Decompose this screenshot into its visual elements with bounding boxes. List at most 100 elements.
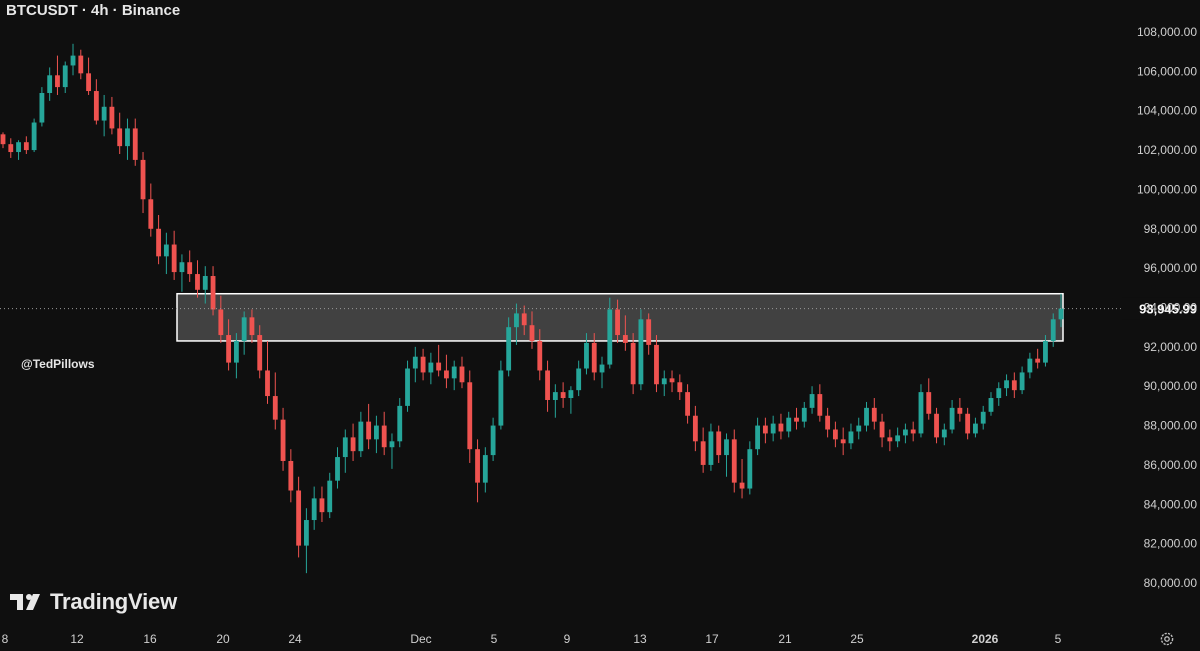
x-tick-label: 25	[850, 632, 864, 646]
candle	[856, 417, 862, 440]
candle-body	[755, 425, 761, 450]
candle-body	[342, 437, 348, 458]
candle-body	[374, 425, 379, 440]
x-tick-label: 12	[70, 632, 84, 646]
candle	[825, 407, 831, 438]
candle	[117, 112, 123, 155]
candle-body	[272, 396, 278, 420]
candle-body	[622, 335, 628, 343]
candle	[910, 421, 916, 442]
candle-body	[747, 449, 753, 489]
candle	[762, 417, 768, 444]
candle-body	[179, 262, 185, 273]
candle	[358, 411, 364, 458]
candle	[342, 429, 348, 473]
candle	[8, 138, 14, 158]
candle-body	[412, 356, 418, 369]
candle-body	[1058, 308, 1064, 320]
candle	[265, 340, 270, 404]
candle-body	[809, 394, 815, 408]
x-tick-label: 8	[2, 632, 9, 646]
candle-body	[895, 435, 901, 442]
candle-body	[436, 362, 442, 371]
candle	[16, 140, 21, 160]
y-tick-label: 108,000.00	[1137, 25, 1197, 39]
candle-body	[552, 392, 558, 400]
candle-body	[249, 317, 255, 336]
candle-body	[506, 327, 512, 371]
candle	[179, 254, 185, 292]
candle	[980, 405, 986, 430]
candle	[366, 403, 372, 450]
candle	[949, 399, 955, 434]
candle-body	[195, 274, 200, 290]
candle-body	[490, 425, 496, 456]
candle-body	[903, 429, 908, 436]
candle	[545, 360, 550, 412]
x-tick-label: 2026	[972, 632, 999, 646]
candle-body	[1004, 380, 1009, 389]
candle-body	[607, 309, 613, 365]
candle-body	[1035, 358, 1041, 363]
candle-body	[941, 429, 947, 438]
candle	[708, 423, 714, 471]
candle	[86, 57, 91, 95]
candle-body	[218, 309, 224, 336]
candle	[537, 329, 543, 381]
candle	[1058, 293, 1064, 328]
candle-body	[132, 128, 138, 160]
candle-body	[55, 75, 60, 88]
candle	[335, 447, 340, 489]
candle-body	[918, 392, 924, 434]
candle	[444, 354, 449, 389]
candle-body	[794, 417, 799, 422]
candle	[521, 305, 527, 336]
candle	[887, 429, 893, 452]
candle	[0, 132, 6, 149]
candle-body	[0, 134, 6, 145]
candle-body	[716, 431, 722, 456]
candle-body	[428, 362, 434, 373]
candle	[506, 317, 512, 377]
candle-body	[451, 366, 457, 379]
y-tick-label: 98,000.00	[1144, 222, 1198, 236]
candle-body	[934, 413, 939, 438]
candle	[1043, 335, 1048, 367]
candle	[615, 299, 620, 343]
y-tick-label: 84,000.00	[1144, 497, 1198, 511]
gear-icon[interactable]	[1159, 631, 1175, 647]
candle	[405, 360, 410, 412]
candle-body	[31, 122, 37, 151]
candle	[163, 232, 169, 275]
candle	[918, 384, 924, 438]
candle-body	[700, 441, 706, 465]
candle	[716, 425, 722, 463]
candle-body	[335, 457, 340, 481]
candle-body	[957, 407, 963, 414]
candle-body	[16, 142, 21, 153]
tradingview-watermark: TradingView	[10, 589, 177, 615]
candle	[280, 407, 286, 471]
candle-body	[420, 356, 426, 373]
candle	[770, 415, 776, 442]
candle	[552, 384, 558, 418]
candle-body	[257, 335, 263, 371]
candle-body	[171, 244, 177, 273]
candle-body	[311, 498, 317, 521]
candle-body	[117, 128, 123, 147]
candle	[646, 313, 652, 355]
candle-body	[296, 490, 302, 546]
candle-body	[926, 392, 932, 414]
candle-body	[646, 319, 652, 345]
candle	[584, 333, 589, 375]
candle-body	[39, 93, 45, 123]
candle-body	[591, 342, 597, 373]
candle-body	[545, 370, 550, 400]
candle-body	[817, 394, 823, 416]
candle	[661, 370, 667, 397]
candle	[973, 417, 978, 438]
candle-body	[109, 106, 115, 129]
candle-body	[498, 370, 504, 426]
candle-body	[467, 382, 473, 450]
